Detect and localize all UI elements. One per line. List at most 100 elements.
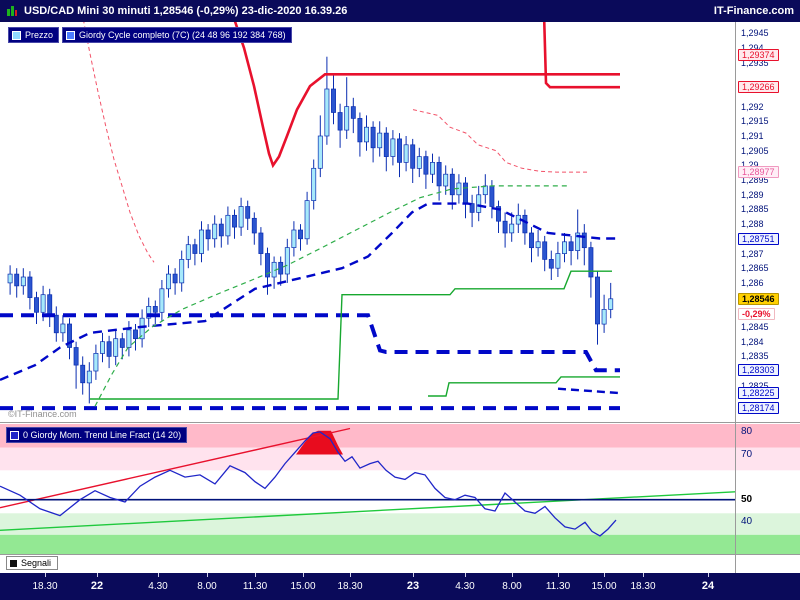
- cycle-blue-main: [0, 313, 620, 373]
- candle-up: [403, 144, 409, 163]
- app-icon: [7, 6, 17, 16]
- cycle-green-step-1: [90, 270, 612, 400]
- candle-up: [482, 185, 488, 196]
- candle-up: [60, 323, 66, 334]
- time-label: 18.30: [337, 581, 363, 592]
- candle-up: [86, 370, 92, 384]
- candle-up: [179, 259, 185, 284]
- time-label: 11.30: [545, 581, 571, 592]
- time-label: 15.00: [290, 581, 316, 592]
- price-tick: 1,2945: [741, 28, 769, 38]
- price-tick: 1,289: [741, 190, 764, 200]
- oscillator-axis[interactable]: 80 70 50 40: [736, 424, 800, 554]
- oscillator-panel: 0 Giordy Mom. Trend Line Fract (14 20) 8…: [0, 424, 800, 554]
- candle-down: [27, 276, 33, 298]
- green-trend-line: [0, 491, 736, 531]
- cycle-green-dashed: [94, 185, 568, 407]
- last-price-label: 1,28546: [738, 293, 779, 305]
- candle-up: [20, 276, 26, 287]
- candle-down: [232, 214, 237, 228]
- candle-down: [34, 297, 39, 313]
- candle-up: [535, 241, 541, 249]
- time-tick: [413, 573, 414, 577]
- time-label: 18.30: [630, 581, 656, 592]
- panel-divider-2: [0, 554, 800, 555]
- candle-up: [126, 329, 132, 348]
- candle-down: [522, 214, 528, 234]
- price-tick: 1,284: [741, 337, 764, 347]
- candle-up: [601, 309, 607, 325]
- candle-up: [555, 253, 561, 269]
- candle-down: [192, 244, 198, 254]
- brand-link[interactable]: IT-Finance.com: [713, 5, 794, 17]
- candle-down: [489, 185, 495, 207]
- candle-down: [542, 241, 548, 260]
- time-axis-bar[interactable]: 18.30 22 4.30 8.00 11.30 15.00 18.30 23 4.30 8.00…: [0, 573, 800, 600]
- price-tick: 1,2825: [741, 381, 769, 391]
- cycle-blue-small: [557, 387, 621, 395]
- price-tick: 1,2865: [741, 263, 769, 273]
- cycle-red-slow-2: [542, 22, 620, 89]
- cycle-level-label: 1,28303: [738, 364, 779, 376]
- candle-down: [53, 314, 59, 334]
- price-axis[interactable]: 1,2945 1,294 1,2935 1,292 1,2915 1,291 1,2905 1…: [736, 22, 800, 421]
- price-chart-canvas[interactable]: [0, 22, 735, 421]
- oscillator-canvas[interactable]: [0, 424, 800, 554]
- signals-label: Segnali: [21, 558, 52, 568]
- time-tick: [303, 573, 304, 577]
- oscillator-band: [0, 424, 800, 448]
- legend-cycle[interactable]: Giordy Cycle completo (7C) (24 48 96 192…: [62, 27, 292, 43]
- signals-legend[interactable]: Segnali: [6, 556, 59, 570]
- candle-down: [152, 306, 158, 313]
- candle-down: [67, 323, 72, 348]
- legend-price[interactable]: Prezzo: [8, 27, 60, 43]
- oscillator-tick: 50: [741, 494, 753, 505]
- time-label: 11.30: [242, 581, 268, 592]
- candle-down: [172, 273, 178, 284]
- candle-up: [575, 232, 581, 251]
- red-trend-line: [0, 427, 351, 509]
- time-label-day: 22: [90, 580, 104, 592]
- candle-down: [245, 206, 251, 219]
- time-tick: [97, 573, 98, 577]
- time-label: 4.30: [455, 581, 475, 592]
- candle-up: [390, 138, 396, 157]
- candle-up: [166, 273, 171, 290]
- panel-divider: [0, 422, 800, 423]
- oscillator-tick: 40: [741, 516, 753, 527]
- legend-price-label: Prezzo: [25, 30, 54, 40]
- candle-up: [608, 298, 614, 310]
- momentum-line: [0, 431, 617, 537]
- candle-up: [113, 338, 119, 357]
- candle-down: [258, 232, 264, 254]
- candle-down: [529, 232, 534, 249]
- price-tick: 1,29: [741, 160, 759, 170]
- time-label: 8.00: [197, 581, 217, 592]
- candle-up: [562, 241, 567, 254]
- title-bar: USD/CAD Mini 30 minuti 1,28546 (-0,29%) …: [0, 0, 800, 22]
- cycle-green-step-2: [428, 376, 620, 397]
- oscillator-band: [0, 534, 800, 554]
- fract-signal-fill: [296, 430, 343, 455]
- candle-down: [463, 182, 468, 204]
- signals-series-icon: [10, 559, 17, 567]
- time-tick: [604, 573, 605, 577]
- candle-down: [496, 206, 501, 222]
- candle-up: [324, 88, 330, 137]
- price-tick: 1,2845: [741, 322, 769, 332]
- candle-up: [291, 229, 297, 248]
- candle-down: [383, 132, 389, 157]
- oscillator-legend-label: 0 Giordy Mom. Trend Line Fract (14 20): [23, 430, 182, 440]
- candle-down: [436, 162, 442, 187]
- cycle-red-slow: [233, 22, 620, 169]
- time-tick: [512, 573, 513, 577]
- oscillator-legend[interactable]: 0 Giordy Mom. Trend Line Fract (14 20): [6, 427, 188, 443]
- candle-up: [185, 244, 191, 260]
- candle-up: [284, 247, 290, 275]
- price-tick: 1,2885: [741, 204, 769, 214]
- price-tick: 1,286: [741, 278, 764, 288]
- price-tick: 1,288: [741, 219, 764, 229]
- price-tick: 1,291: [741, 131, 764, 141]
- time-tick: [643, 573, 644, 577]
